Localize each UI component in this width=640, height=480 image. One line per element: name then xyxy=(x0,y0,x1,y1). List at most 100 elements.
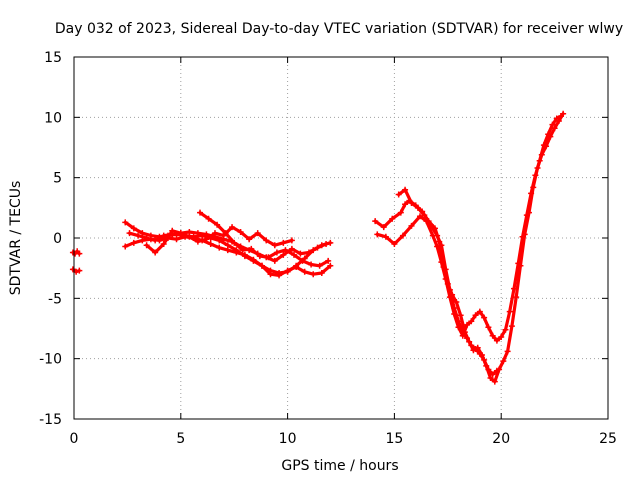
data-point-marker xyxy=(402,186,409,193)
data-point-marker xyxy=(327,239,334,246)
data-point-marker xyxy=(305,249,312,256)
data-point-marker xyxy=(500,358,507,365)
data-point-marker xyxy=(258,262,265,269)
data-point-marker xyxy=(122,219,129,226)
y-tick-label: 0 xyxy=(53,231,62,247)
data-point-marker xyxy=(508,323,515,330)
grid xyxy=(74,57,608,419)
data-point-marker xyxy=(276,272,283,279)
data-point-marker xyxy=(267,271,274,278)
data-point-marker xyxy=(280,251,287,258)
data-point-marker xyxy=(194,230,201,237)
data-point-marker xyxy=(519,233,526,240)
data-point-marker xyxy=(299,257,306,264)
data-point-marker xyxy=(481,356,488,363)
data-point-marker xyxy=(528,190,535,197)
data-point-marker xyxy=(254,230,261,237)
data-point-marker xyxy=(513,294,520,301)
data-point-marker xyxy=(308,261,315,268)
data-point-marker xyxy=(504,348,511,355)
series-start-bottom xyxy=(69,266,83,275)
plot-frame xyxy=(73,56,609,420)
data-point-marker xyxy=(427,221,434,228)
data-point-marker xyxy=(224,247,231,254)
data-point-marker xyxy=(291,251,298,258)
data-point-marker xyxy=(327,262,334,269)
series-line xyxy=(145,225,294,255)
y-tick-label: -5 xyxy=(48,291,62,307)
y-tick-label: 5 xyxy=(53,171,62,187)
data-point-marker xyxy=(558,113,565,120)
data-point-marker xyxy=(237,228,244,235)
data-point-marker xyxy=(399,232,406,239)
data-point-marker xyxy=(476,308,483,315)
data-point-marker xyxy=(414,204,421,211)
data-point-marker xyxy=(301,268,308,275)
data-point-marker xyxy=(389,215,396,222)
data-point-marker xyxy=(152,249,159,256)
data-point-marker xyxy=(241,251,248,258)
series-mid-e xyxy=(197,209,332,269)
data-point-marker xyxy=(297,250,304,257)
data-point-marker xyxy=(135,232,142,239)
x-tick-label: 0 xyxy=(70,431,79,447)
data-point-marker xyxy=(143,242,150,249)
data-point-marker xyxy=(263,237,270,244)
data-point-marker xyxy=(468,342,475,349)
data-point-marker xyxy=(402,201,409,208)
data-series xyxy=(69,110,567,385)
data-point-marker xyxy=(502,326,509,333)
data-point-marker xyxy=(194,238,201,245)
data-point-marker xyxy=(553,115,560,122)
data-point-marker xyxy=(130,225,137,232)
data-point-marker xyxy=(485,366,492,373)
data-point-marker xyxy=(421,212,428,219)
data-point-marker xyxy=(214,221,221,228)
data-point-marker xyxy=(442,266,449,273)
series-line xyxy=(198,211,330,268)
y-tick-label: -10 xyxy=(39,352,62,368)
data-point-marker xyxy=(391,241,398,248)
series-mid-d xyxy=(143,224,295,256)
data-point-marker xyxy=(160,232,167,239)
data-point-marker xyxy=(203,236,210,243)
data-point-marker xyxy=(417,213,424,220)
data-point-marker xyxy=(248,245,255,252)
data-point-marker xyxy=(438,242,445,249)
data-point-marker xyxy=(288,237,295,244)
data-point-marker xyxy=(271,257,278,264)
chart-title: Day 032 of 2023, Sidereal Day-to-day VTE… xyxy=(55,21,623,37)
data-point-marker xyxy=(186,233,193,240)
data-point-marker xyxy=(160,241,167,248)
data-point-marker xyxy=(216,244,223,251)
data-point-marker xyxy=(293,263,300,270)
data-point-marker xyxy=(476,350,483,357)
data-point-marker xyxy=(271,242,278,249)
y-axis-label: SDTVAR / TECUs xyxy=(8,181,24,296)
x-tick-label: 5 xyxy=(176,431,185,447)
data-point-marker xyxy=(434,232,441,239)
data-point-marker xyxy=(239,247,246,254)
data-point-marker xyxy=(382,233,389,240)
series-line xyxy=(375,114,563,343)
data-point-marker xyxy=(464,335,471,342)
data-point-marker xyxy=(280,239,287,246)
data-point-marker xyxy=(229,224,236,231)
data-point-marker xyxy=(549,121,556,128)
data-point-marker xyxy=(472,346,479,353)
x-axis-label: GPS time / hours xyxy=(281,458,398,474)
data-point-marker xyxy=(69,266,76,273)
data-point-marker xyxy=(231,239,238,246)
data-point-marker xyxy=(515,260,522,267)
y-tick-label: -15 xyxy=(39,412,62,428)
data-point-marker xyxy=(532,172,539,179)
data-point-marker xyxy=(489,332,496,339)
data-point-marker xyxy=(451,304,458,311)
data-point-marker xyxy=(536,157,543,164)
y-tick-label: 10 xyxy=(44,110,62,126)
data-point-marker xyxy=(76,267,83,274)
data-point-marker xyxy=(489,371,496,378)
data-point-marker xyxy=(316,262,323,269)
data-point-marker xyxy=(205,215,212,222)
data-point-marker xyxy=(126,230,133,237)
